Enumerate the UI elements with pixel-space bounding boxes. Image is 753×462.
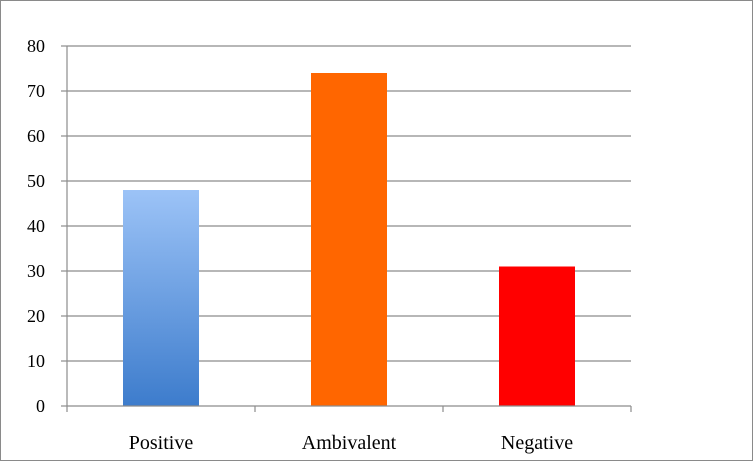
y-tick-label: 50 — [27, 171, 45, 191]
y-tick-label: 20 — [27, 306, 45, 326]
y-tick-label: 10 — [27, 351, 45, 371]
y-tick-label: 60 — [27, 126, 45, 146]
y-tick-label: 30 — [27, 261, 45, 281]
bar-positive — [123, 190, 199, 406]
bar-negative — [499, 266, 575, 406]
y-tick-labels: 0 10 20 30 40 50 60 70 80 — [27, 36, 45, 416]
y-tick-label: 70 — [27, 81, 45, 101]
x-category-label: Ambivalent — [302, 432, 397, 454]
y-tick-label: 40 — [27, 216, 45, 236]
x-category-label: Negative — [501, 432, 573, 454]
bars — [123, 73, 575, 406]
x-category-label: Positive — [129, 432, 194, 454]
axes — [61, 45, 632, 412]
bar-ambivalent — [311, 73, 387, 406]
x-category-labels: Positive Ambivalent Negative — [129, 432, 573, 454]
y-tick-label: 0 — [36, 396, 45, 416]
y-tick-label: 80 — [27, 36, 45, 56]
